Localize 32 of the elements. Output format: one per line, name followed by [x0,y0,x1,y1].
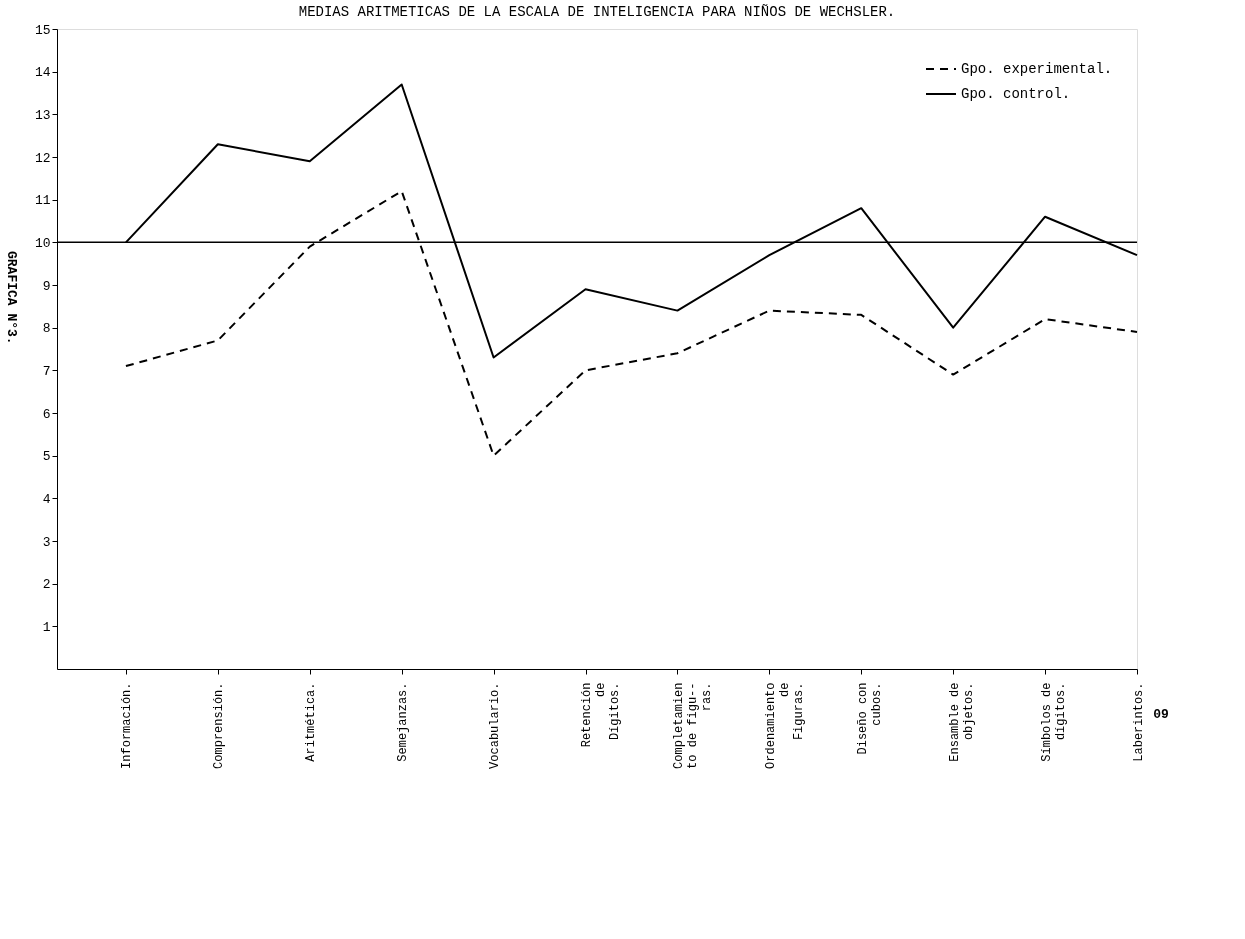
x-tick-label: Completamien to de figu-- ras. [671,682,714,769]
x-tick-label: Vocabulario. [488,682,503,769]
x-tick-label: Diseño con cubos. [855,682,884,755]
x-tick-label: Información. [120,682,135,769]
chart-title: MEDIAS ARITMETICAS DE LA ESCALA DE INTELIGENCIA PARA NIÑOS DE WECHSLER. [298,4,896,20]
legend-label: Gpo. control. [961,86,1071,102]
y-tick-label: 5 [42,449,51,465]
x-tick-label: Retención de Dígitos. [580,682,623,748]
y-tick-label: 11 [34,193,51,209]
y-tick-label: 6 [42,406,51,422]
y-tick-label: 8 [42,321,51,337]
x-tick-label: Ordenamiento de Figuras. [763,682,806,769]
x-tick-label: Comprensión. [212,682,227,769]
y-tick-label: 12 [34,150,51,166]
text: 09 [1153,707,1169,722]
y-tick-label: 9 [42,278,51,294]
y-tick-label: 10 [34,235,51,251]
x-tick-label: Símbolos de dígitos. [1039,682,1068,762]
x-tick-label: Aritmética. [304,682,319,762]
x-tick-label: Laberintos. [1131,682,1146,762]
y-tick-label: 1 [42,619,51,635]
y-tick-label: 7 [42,363,51,379]
y-tick-label: 13 [34,107,51,123]
y-tick-label: 3 [42,534,51,550]
x-tick-label: Semejanzas. [396,682,411,762]
x-tick-label: Ensamble de objetos. [947,682,976,762]
text: GRAFICA N°3. [4,250,19,345]
y-tick-label: 4 [42,491,51,507]
y-tick-label: 2 [42,577,51,593]
y-tick-label: 14 [34,65,51,81]
legend-label: Gpo. experimental. [961,61,1113,77]
y-tick-label: 15 [34,22,51,38]
